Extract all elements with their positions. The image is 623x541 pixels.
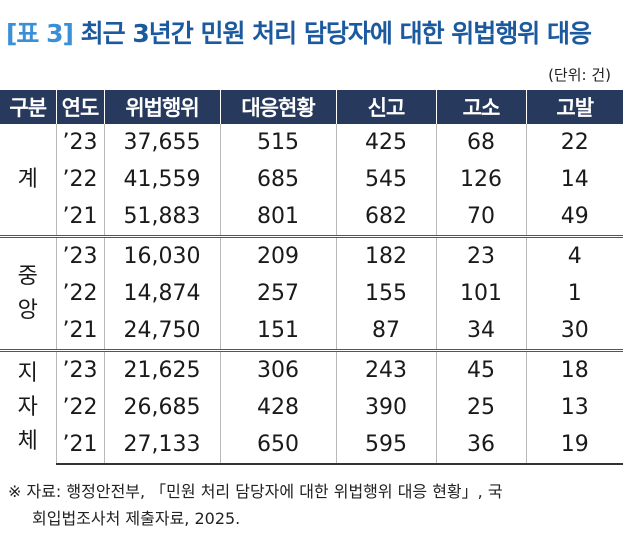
value-cell: 26,685 bbox=[103, 389, 220, 426]
value-cell: 151 bbox=[219, 312, 336, 351]
source-note-line1: ※ 자료: 행정안전부, 「민원 처리 담당자에 대한 위법행위 대응 현황」,… bbox=[8, 482, 503, 501]
value-cell: 1 bbox=[525, 275, 623, 312]
data-table: 구분 연도 위법행위 대응현황 신고 고소 고발 계 ’23 37,655 515 425 68 22’… bbox=[0, 90, 623, 465]
value-cell: 801 bbox=[219, 198, 336, 237]
value-cell: 14 bbox=[525, 161, 623, 198]
table-row: ’22 14,874 257 155 101 1 bbox=[0, 275, 623, 312]
value-cell: 306 bbox=[219, 349, 336, 389]
table-row: ’21 24,750 151 87 34 30 bbox=[0, 312, 623, 351]
column-header: 신고 bbox=[335, 90, 436, 124]
value-cell: 101 bbox=[435, 275, 526, 312]
year-cell: ’21 bbox=[55, 198, 104, 237]
year-cell: ’22 bbox=[55, 161, 104, 198]
table-body: 계 ’23 37,655 515 425 68 22’22 41,559 685 545 126 14… bbox=[0, 124, 623, 465]
page-title: [표 3] 최근 3년간 민원 처리 담당자에 대한 위법행위 대응 bbox=[6, 14, 592, 50]
value-cell: 24,750 bbox=[103, 312, 220, 351]
group-label: 계 bbox=[17, 166, 38, 192]
value-cell: 41,559 bbox=[103, 161, 220, 198]
year-cell: ’23 bbox=[55, 235, 104, 275]
value-cell: 14,874 bbox=[103, 275, 220, 312]
value-cell: 18 bbox=[525, 349, 623, 389]
table-row: 중 앙 ’23 16,030 209 182 23 4 bbox=[0, 235, 623, 351]
year-cell: ’23 bbox=[55, 349, 104, 389]
value-cell: 23 bbox=[435, 235, 526, 275]
value-cell: 68 bbox=[435, 124, 526, 161]
value-cell: 425 bbox=[335, 124, 436, 161]
value-cell: 21,625 bbox=[103, 349, 220, 389]
value-cell: 243 bbox=[335, 349, 436, 389]
value-cell: 257 bbox=[219, 275, 336, 312]
value-cell: 209 bbox=[219, 235, 336, 275]
value-cell: 428 bbox=[219, 389, 336, 426]
group-label: 중 앙 bbox=[0, 235, 56, 351]
value-cell: 30 bbox=[525, 312, 623, 351]
column-header: 대응현황 bbox=[219, 90, 336, 124]
column-header: 위법행위 bbox=[103, 90, 220, 124]
value-cell: 126 bbox=[435, 161, 526, 198]
year-cell: ’22 bbox=[55, 389, 104, 426]
value-cell: 70 bbox=[435, 198, 526, 237]
year-cell: ’21 bbox=[55, 312, 104, 351]
value-cell: 16,030 bbox=[103, 235, 220, 275]
table-row: ’22 41,559 685 545 126 14 bbox=[0, 161, 623, 198]
value-cell: 51,883 bbox=[103, 198, 220, 237]
source-note: ※ 자료: 행정안전부, 「민원 처리 담당자에 대한 위법행위 대응 현황」,… bbox=[8, 478, 616, 532]
year-cell: ’23 bbox=[55, 124, 104, 161]
value-cell: 36 bbox=[435, 426, 526, 465]
table-row: ’21 27,133 650 595 36 19 bbox=[0, 426, 623, 465]
source-note-line2: 회입법조사처 제출자료, 2025. bbox=[32, 509, 241, 528]
table-number: [표 3] bbox=[6, 19, 74, 48]
column-header: 구분 bbox=[0, 90, 56, 124]
value-cell: 182 bbox=[335, 235, 436, 275]
value-cell: 155 bbox=[335, 275, 436, 312]
value-cell: 515 bbox=[219, 124, 336, 161]
year-cell: ’21 bbox=[55, 426, 104, 465]
unit-label: (단위: 건) bbox=[548, 66, 611, 84]
table-row: 지 자 체 ’23 21,625 306 243 45 18 bbox=[0, 349, 623, 464]
value-cell: 25 bbox=[435, 389, 526, 426]
group-label: 지 자 체 bbox=[0, 349, 56, 464]
value-cell: 595 bbox=[335, 426, 436, 465]
value-cell: 27,133 bbox=[103, 426, 220, 465]
table-row: ’22 26,685 428 390 25 13 bbox=[0, 389, 623, 426]
table-row: 계 ’23 37,655 515 425 68 22 bbox=[0, 124, 623, 192]
value-cell: 4 bbox=[525, 235, 623, 275]
year-cell: ’22 bbox=[55, 275, 104, 312]
value-cell: 545 bbox=[335, 161, 436, 198]
value-cell: 19 bbox=[525, 426, 623, 465]
title-text: 최근 3년간 민원 처리 담당자에 대한 위법행위 대응 bbox=[80, 19, 592, 48]
value-cell: 650 bbox=[219, 426, 336, 465]
column-header: 연도 bbox=[55, 90, 104, 124]
value-cell: 34 bbox=[435, 312, 526, 351]
value-cell: 49 bbox=[525, 198, 623, 237]
value-cell: 685 bbox=[219, 161, 336, 198]
value-cell: 22 bbox=[525, 124, 623, 161]
value-cell: 87 bbox=[335, 312, 436, 351]
value-cell: 390 bbox=[335, 389, 436, 426]
column-header: 고발 bbox=[525, 90, 623, 124]
value-cell: 13 bbox=[525, 389, 623, 426]
table-row: ’21 51,883 801 682 70 49 bbox=[0, 198, 623, 237]
value-cell: 682 bbox=[335, 198, 436, 237]
value-cell: 37,655 bbox=[103, 124, 220, 161]
column-header: 고소 bbox=[435, 90, 526, 124]
header-row: 구분 연도 위법행위 대응현황 신고 고소 고발 bbox=[0, 90, 623, 124]
value-cell: 45 bbox=[435, 349, 526, 389]
